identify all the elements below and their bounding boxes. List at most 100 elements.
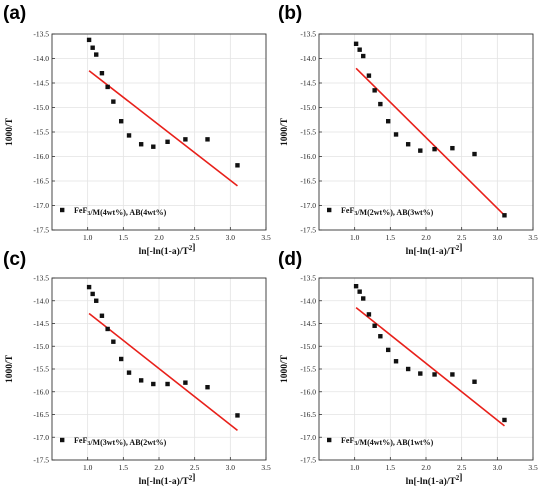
data-point — [418, 148, 423, 153]
x-axis-title: ln[-ln(1-a)/T2] — [406, 243, 463, 257]
y-tick-label: -13.5 — [300, 30, 316, 39]
x-tick-label: 2.5 — [457, 463, 467, 472]
data-point — [353, 283, 359, 289]
data-point — [111, 99, 116, 104]
y-axis-title: 1000/T — [5, 354, 15, 383]
y-tick-label: -14.5 — [33, 319, 49, 328]
y-tick-label: -15.0 — [33, 103, 49, 112]
data-point — [472, 379, 477, 384]
data-point — [86, 284, 92, 290]
legend-marker — [60, 207, 65, 213]
data-point — [183, 137, 188, 142]
x-tick-label: 2.0 — [421, 233, 431, 242]
y-tick-label: -15.5 — [300, 365, 316, 374]
legend-label: FeF3/M(4wt%), AB(4wt%) — [74, 206, 167, 217]
data-point — [151, 381, 156, 387]
data-point — [418, 371, 423, 376]
chart-panel-3: (c) 1.0 1.5 2.0 2.5 3.0 3.5 -13.5 -14.0 -14.5 -15.… — [3, 249, 271, 487]
y-axis-title: 1000/T — [5, 117, 15, 146]
data-point — [90, 45, 95, 50]
data-point — [90, 291, 95, 297]
data-point — [432, 372, 437, 377]
data-point — [366, 312, 372, 317]
data-point — [105, 84, 110, 90]
data-point — [111, 339, 116, 344]
data-point — [385, 119, 391, 124]
data-point — [357, 289, 362, 294]
data-point — [183, 380, 188, 385]
data-point — [405, 142, 411, 147]
data-point — [472, 151, 477, 157]
x-tick-label: 1.5 — [386, 463, 396, 472]
panel-label: (d) — [278, 249, 302, 270]
chart-panel-2: (b) 1.0 1.5 2.0 2.5 3.0 3.5 -13.5 -14.0 -14.5 -15.… — [278, 3, 538, 257]
data-point — [235, 163, 240, 168]
data-point — [393, 132, 399, 137]
y-tick-label: -14.5 — [33, 79, 49, 88]
x-tick-label: 1.0 — [350, 233, 360, 242]
y-axis-title: 1000/T — [280, 117, 290, 146]
y-tick-label: -16.5 — [300, 410, 316, 419]
data-point — [378, 101, 383, 107]
data-point — [393, 359, 399, 364]
data-point — [118, 119, 124, 124]
fit-line — [355, 67, 506, 216]
data-point — [205, 385, 210, 390]
x-tick-label: 3.5 — [261, 463, 271, 472]
y-tick-label: -17.0 — [33, 201, 49, 210]
x-tick-label: 2.5 — [190, 233, 200, 242]
legend-marker — [327, 437, 332, 443]
data-point — [138, 378, 144, 383]
data-point — [405, 366, 411, 372]
data-point — [151, 144, 156, 149]
x-tick-label: 3.0 — [493, 463, 503, 472]
y-tick-label: -14.5 — [300, 79, 316, 88]
x-tick-label: 3.0 — [226, 463, 236, 472]
data-point — [366, 73, 372, 78]
y-tick-label: -15.0 — [300, 342, 316, 351]
data-point — [235, 413, 240, 418]
legend-label: FeF3/M(4wt%), AB(1wt%) — [341, 436, 434, 447]
data-point — [432, 146, 437, 152]
fit-line — [88, 70, 238, 187]
y-tick-label: -16.5 — [33, 177, 49, 186]
y-tick-label: -15.5 — [33, 128, 49, 137]
data-point — [165, 381, 170, 387]
panel-label: (c) — [3, 249, 26, 270]
y-tick-label: -14.0 — [33, 54, 49, 63]
chart-panel-1: (a) 1.0 1.5 2.0 2.5 3.0 3.5 -13.5 -14.0 -14.5 -15.… — [3, 3, 271, 257]
data-point — [94, 52, 99, 57]
data-point — [165, 139, 170, 144]
y-tick-label: -16.0 — [300, 152, 316, 161]
x-tick-label: 3.5 — [528, 463, 538, 472]
y-axis-title: 1000/T — [280, 354, 290, 383]
y-tick-label: -15.5 — [33, 365, 49, 374]
fit-line — [88, 312, 238, 432]
x-axis-title: ln[-ln(1-a)/T2] — [139, 243, 196, 257]
data-point — [361, 53, 366, 59]
data-point — [357, 47, 362, 52]
data-point — [372, 88, 377, 93]
y-tick-label: -17.0 — [33, 433, 49, 442]
y-tick-label: -14.0 — [300, 54, 316, 63]
x-tick-label: 1.0 — [83, 463, 93, 472]
x-tick-label: 1.5 — [119, 463, 129, 472]
x-tick-label: 3.0 — [226, 233, 236, 242]
data-point — [126, 133, 132, 138]
y-tick-label: -13.5 — [33, 274, 49, 283]
chart-panel-4: (d) 1.0 1.5 2.0 2.5 3.0 3.5 -13.5 -14.0 -14.5 -15.… — [278, 249, 538, 487]
x-tick-label: 1.5 — [119, 233, 129, 242]
legend-marker — [60, 437, 65, 443]
x-tick-label: 2.5 — [190, 463, 200, 472]
data-point — [385, 347, 391, 353]
x-tick-label: 1.0 — [350, 463, 360, 472]
x-tick-label: 2.0 — [421, 463, 431, 472]
data-point — [205, 137, 210, 142]
data-point — [378, 334, 383, 339]
data-point — [502, 213, 507, 218]
y-tick-label: -17.0 — [300, 433, 316, 442]
x-tick-label: 3.5 — [528, 233, 538, 242]
legend-label: FeF3/M(2wt%), AB(3wt%) — [341, 206, 434, 217]
legend-marker — [327, 207, 332, 213]
y-tick-label: -17.5 — [300, 226, 316, 235]
